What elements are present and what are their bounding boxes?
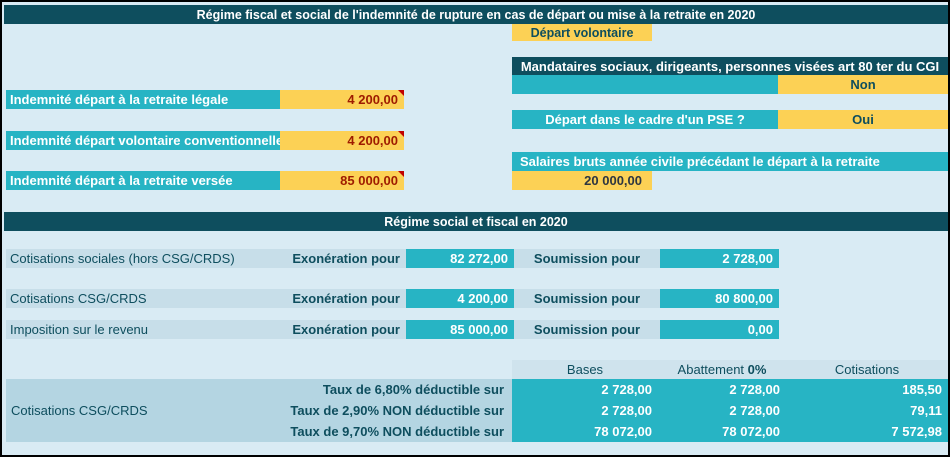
cell-cotisation: 185,50	[902, 382, 942, 397]
row-label: Cotisations CSG/CRDS	[10, 291, 147, 306]
soumission-label: Soumission pour	[514, 320, 660, 339]
taux-labels: Taux de 6,80% déductible sur Taux de 2,9…	[204, 379, 504, 442]
cell-abattement: 2 728,00	[729, 382, 780, 397]
salaires-header: Salaires bruts année civile précédant le…	[512, 152, 948, 171]
mandataires-header: Mandataires sociaux, dirigeants, personn…	[512, 57, 948, 75]
header-bases: Bases	[566, 362, 604, 377]
pse-label: Départ dans le cadre d'un PSE ?	[512, 110, 778, 129]
soumission-label: Soumission pour	[514, 289, 660, 308]
exoneration-label: Exonération pour	[292, 322, 400, 337]
table-left-block: Cotisations CSG/CRDS Taux de 6,80% déduc…	[6, 379, 512, 442]
soumission-value-cell: 80 800,00	[660, 289, 779, 308]
indemnite-versee-label: Indemnité départ à la retraite versée	[6, 171, 280, 190]
cell-cotisation: 79,11	[910, 403, 942, 418]
header-abattement: Abattement 0%	[677, 362, 767, 377]
cell-base: 2 728,00	[601, 382, 652, 397]
section2-title: Régime social et fiscal en 2020	[4, 212, 948, 231]
header-cotisations: Cotisations	[834, 362, 900, 377]
mandataires-select[interactable]: Non	[778, 75, 948, 94]
abattement-rate: 0%	[747, 362, 767, 377]
exoneration-value-cell: 85 000,00	[406, 320, 514, 339]
comment-indicator-icon	[398, 171, 404, 177]
table-row-label: Cotisations CSG/CRDS	[11, 403, 148, 418]
indemnite-volontaire-label: Indemnité départ volontaire conventionne…	[6, 131, 283, 150]
row-imposition-revenu: Imposition sur le revenu Exonération pou…	[6, 320, 406, 339]
pse-select[interactable]: Oui	[778, 110, 948, 129]
indemnite-legale-label: Indemnité départ à la retraite légale	[6, 90, 280, 109]
taux-label: Taux de 6,80% déductible sur	[322, 382, 504, 397]
soumission-value-cell: 2 728,00	[660, 249, 779, 268]
table-values-grid: 2 728,00 2 728,00 185,50 2 728,00 2 728,…	[512, 379, 948, 442]
exoneration-value-cell: 4 200,00	[406, 289, 514, 308]
page-title: Régime fiscal et social de l'indemnité d…	[4, 5, 948, 24]
indemnite-volontaire-input[interactable]: 4 200,00	[280, 131, 404, 150]
cell-cotisation: 7 572,98	[891, 424, 942, 439]
taux-label: Taux de 2,90% NON déductible sur	[290, 403, 504, 418]
salaires-input[interactable]: 20 000,00	[512, 171, 652, 190]
comment-indicator-icon	[398, 90, 404, 96]
soumission-value-cell: 0,00	[660, 320, 779, 339]
exoneration-value-cell: 82 272,00	[406, 249, 514, 268]
indemnite-legale-input[interactable]: 4 200,00	[280, 90, 404, 109]
row-cotisations-csg: Cotisations CSG/CRDS Exonération pour	[6, 289, 406, 308]
row-label: Imposition sur le revenu	[10, 322, 149, 337]
cell-base: 78 072,00	[594, 424, 652, 439]
indemnite-volontaire-value: 4 200,00	[347, 133, 398, 148]
taux-label: Taux de 9,70% NON déductible sur	[290, 424, 504, 439]
row-label: Cotisations sociales (hors CSG/CRDS)	[10, 251, 235, 266]
table-header-row: Bases Abattement 0% Cotisations	[512, 360, 948, 379]
comment-indicator-icon	[398, 131, 404, 137]
cell-abattement: 78 072,00	[722, 424, 780, 439]
soumission-label: Soumission pour	[514, 249, 660, 268]
cell-base: 2 728,00	[601, 403, 652, 418]
indemnite-legale-value: 4 200,00	[347, 92, 398, 107]
cell-abattement: 2 728,00	[729, 403, 780, 418]
exoneration-label: Exonération pour	[292, 291, 400, 306]
depart-mode-cell[interactable]: Départ volontaire	[512, 24, 652, 41]
indemnite-versee-input[interactable]: 85 000,00	[280, 171, 404, 190]
indemnite-versee-value: 85 000,00	[340, 173, 398, 188]
row-cotisations-sociales: Cotisations sociales (hors CSG/CRDS) Exo…	[6, 249, 406, 268]
exoneration-label: Exonération pour	[292, 251, 400, 266]
mandataires-empty-cell	[512, 75, 778, 94]
